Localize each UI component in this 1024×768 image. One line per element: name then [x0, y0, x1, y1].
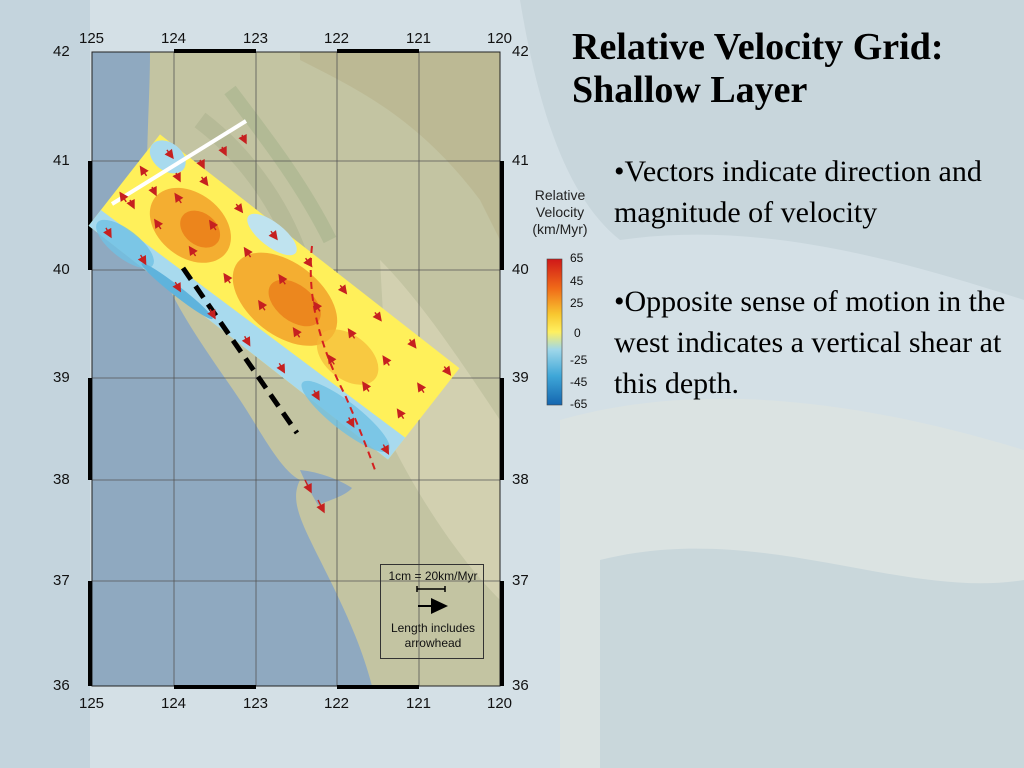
- velocity-arrowhead: [241, 336, 251, 347]
- bullet-vectors: •Vectors indicate direction and magnitud…: [614, 155, 982, 229]
- velocity-arrowhead: [347, 328, 357, 339]
- velocity-arrowhead: [258, 299, 268, 311]
- longitude-tick-top: 121: [406, 30, 432, 47]
- velocity-arrowhead: [396, 408, 406, 419]
- velocity-arrowhead: [417, 382, 427, 393]
- velocity-arrowhead: [243, 246, 253, 258]
- longitude-tick-top: 120: [487, 30, 513, 47]
- latitude-tick-right: 41: [512, 152, 529, 169]
- latitude-tick-left: 40: [53, 261, 70, 278]
- colorbar-label: 45: [570, 274, 584, 288]
- latitude-tick-left: 42: [53, 43, 70, 60]
- velocity-arrowhead: [268, 230, 278, 241]
- longitude-tick-top: 122: [324, 30, 350, 47]
- colorbar-label: 25: [570, 296, 584, 310]
- velocity-arrowhead: [209, 219, 219, 231]
- velocity-arrowhead: [278, 273, 288, 285]
- colorbar-label: -25: [570, 353, 588, 367]
- scale-label: 1cm = 20km/Myr: [388, 569, 478, 583]
- longitude-tick-top: 125: [79, 30, 105, 47]
- velocity-arrowhead: [207, 309, 216, 320]
- longitude-tick-bottom: 125: [79, 695, 105, 712]
- longitude-tick-bottom: 123: [243, 695, 269, 712]
- velocity-arrowhead: [380, 444, 390, 455]
- bullet-shear: •Opposite sense of motion in the west in…: [614, 285, 1006, 400]
- longitude-tick-bottom: 122: [324, 695, 350, 712]
- velocity-arrowhead: [172, 172, 181, 183]
- latitude-tick-right: 39: [512, 369, 529, 386]
- velocity-arrowhead: [154, 218, 164, 229]
- longitude-tick-bottom: 121: [406, 695, 432, 712]
- velocity-arrowhead: [218, 146, 227, 157]
- velocity-arrowhead: [303, 483, 312, 494]
- latitude-tick-left: 38: [53, 471, 70, 488]
- latitude-tick-right: 37: [512, 572, 529, 589]
- velocity-arrowhead: [362, 381, 372, 392]
- velocity-arrowhead: [172, 282, 182, 293]
- velocity-arrowhead: [196, 159, 205, 170]
- latitude-tick-right: 36: [512, 677, 529, 694]
- colorbar-title: Relative Velocity (km/Myr): [532, 187, 588, 237]
- latitude-tick-left: 41: [53, 152, 70, 169]
- velocity-arrowhead: [199, 176, 209, 187]
- velocity-arrowhead: [382, 355, 392, 366]
- velocity-arrowhead: [327, 354, 337, 365]
- velocity-arrowhead: [188, 245, 198, 257]
- latitude-tick-right: 40: [512, 261, 529, 278]
- velocity-arrowhead: [238, 134, 247, 145]
- velocity-arrowhead: [164, 148, 174, 160]
- velocity-arrowhead: [441, 365, 452, 376]
- velocity-arrowhead: [137, 254, 147, 266]
- velocity-arrowhead: [119, 191, 129, 202]
- velocity-arrowhead: [126, 199, 135, 210]
- colorbar-label: -65: [570, 397, 588, 411]
- velocity-arrowhead: [311, 390, 320, 401]
- longitude-tick-bottom: 120: [487, 695, 513, 712]
- velocity-arrowhead: [139, 165, 149, 176]
- velocity-arrowhead: [407, 338, 417, 349]
- velocity-arrowhead: [303, 257, 313, 268]
- colorbar-label: 0: [574, 326, 581, 340]
- colorbar-label: 65: [570, 251, 584, 265]
- latitude-tick-left: 36: [53, 677, 70, 694]
- velocity-arrowhead: [345, 417, 355, 428]
- velocity-arrowhead: [313, 301, 323, 312]
- longitude-tick-top: 123: [243, 30, 269, 47]
- velocity-arrowhead: [316, 503, 325, 514]
- longitude-tick-bottom: 124: [161, 695, 187, 712]
- latitude-tick-left: 39: [53, 369, 70, 386]
- colorbar-label: -45: [570, 375, 588, 389]
- latitude-tick-left: 37: [53, 572, 70, 589]
- latitude-tick-right: 42: [512, 43, 529, 60]
- longitude-tick-top: 124: [161, 30, 187, 47]
- velocity-arrowhead: [233, 203, 244, 214]
- latitude-tick-right: 38: [512, 471, 529, 488]
- slide-title: Relative Velocity Grid: Shallow Layer: [572, 26, 944, 111]
- velocity-arrowhead: [337, 284, 348, 295]
- velocity-arrowhead: [223, 272, 233, 284]
- velocity-arrowhead: [276, 363, 286, 374]
- velocity-arrowhead: [148, 186, 157, 197]
- velocity-arrowhead: [174, 192, 184, 203]
- scale-legend: 1cm = 20km/Myr Length includes arrowhead: [380, 564, 484, 659]
- velocity-arrowhead: [372, 311, 382, 322]
- velocity-arrowhead: [103, 227, 112, 239]
- scale-note: Length includes arrowhead: [390, 621, 476, 650]
- velocity-arrowhead: [292, 327, 302, 338]
